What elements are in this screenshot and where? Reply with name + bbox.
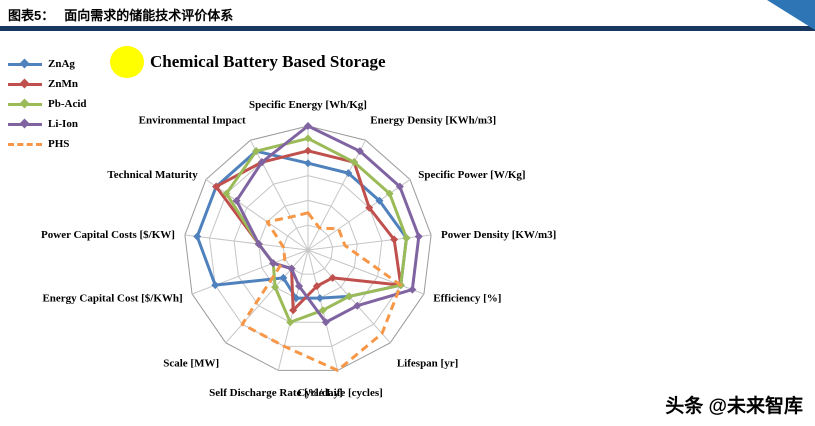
- series-marker: [414, 232, 423, 241]
- chart-title: Chemical Battery Based Storage: [150, 52, 386, 71]
- axis-label: Specific Power [W/Kg]: [418, 169, 525, 181]
- series-PHS: [240, 211, 403, 372]
- series-marker: [271, 283, 280, 292]
- legend-label-pbacid: Pb-Acid: [48, 98, 87, 110]
- header-rule: [0, 26, 815, 31]
- axis-label: Scale [MW]: [163, 357, 219, 369]
- axis-label: Self Discharge Rate [%/day]: [209, 387, 343, 399]
- series-marker: [193, 232, 202, 241]
- legend-marker-phs: [8, 139, 42, 150]
- axis-label: Cycle Life [cycles]: [297, 387, 383, 399]
- series-marker: [395, 182, 404, 191]
- series-marker: [257, 158, 266, 167]
- axis-label: Power Capital Costs [$/KW]: [41, 229, 175, 241]
- series-marker: [318, 306, 327, 315]
- axis-label: Energy Density [KWh/m3]: [370, 114, 496, 126]
- grid-spoke: [307, 139, 367, 251]
- series-marker: [375, 196, 384, 205]
- series-marker: [269, 259, 278, 268]
- grid-spoke: [184, 234, 309, 251]
- series-Pb-Acid: [224, 136, 408, 324]
- legend-label-znmn: ZnMn: [48, 78, 78, 90]
- legend-item-liion: Li-Ion: [8, 118, 87, 130]
- axis-label: Energy Capital Cost [$/KWh]: [42, 293, 182, 305]
- legend-label-liion: Li-Ion: [48, 118, 78, 130]
- series-marker: [321, 318, 330, 327]
- series-marker: [254, 240, 263, 249]
- series-marker: [408, 285, 417, 294]
- legend-item-znmn: ZnMn: [8, 78, 87, 90]
- series-marker: [312, 282, 321, 291]
- figure-number: 图表5：: [8, 8, 55, 23]
- series-marker: [350, 158, 359, 167]
- watermark: 头条 @未来智库: [665, 396, 803, 417]
- series-marker: [304, 146, 312, 155]
- series-marker: [385, 189, 394, 198]
- series-marker: [287, 264, 296, 273]
- legend-marker-liion: [8, 118, 42, 130]
- series-marker: [232, 196, 241, 205]
- series-marker: [328, 273, 337, 282]
- grid-spoke: [205, 179, 309, 251]
- series-marker: [304, 159, 312, 168]
- grid-ring: [282, 224, 334, 275]
- series-marker: [345, 292, 354, 301]
- series-marker: [286, 318, 295, 327]
- axis-label: Power Density [KW/m3]: [441, 229, 556, 241]
- series-marker: [304, 134, 312, 143]
- grid-spoke: [249, 139, 309, 251]
- series-marker: [390, 235, 399, 244]
- figure-title: 面向需求的储能技术评价体系: [64, 8, 234, 23]
- grid-spoke: [191, 249, 309, 295]
- axis-label: Technical Maturity: [107, 169, 198, 181]
- series-marker: [279, 273, 288, 282]
- grid-spoke: [307, 179, 411, 251]
- grid-spoke: [307, 234, 432, 251]
- series-ZnMn: [214, 149, 403, 312]
- series-marker: [289, 306, 298, 315]
- series-marker: [402, 234, 411, 243]
- grid-ring: [184, 125, 432, 371]
- series-marker: [353, 301, 362, 310]
- axis-label: Efficiency [%]: [433, 293, 501, 305]
- legend-label-znag: ZnAg: [48, 58, 75, 70]
- chart-legend: ZnAg ZnMn Pb-Acid Li-Ion PHS: [8, 58, 87, 158]
- grid-spoke: [307, 249, 425, 295]
- series-marker: [211, 281, 220, 290]
- series-marker: [222, 189, 231, 198]
- corner-decoration-icon: [767, 0, 815, 30]
- series-marker: [212, 182, 221, 191]
- highlight-circle: [110, 46, 144, 78]
- series-marker: [252, 147, 261, 156]
- series-marker: [304, 122, 312, 130]
- legend-item-znag: ZnAg: [8, 58, 87, 70]
- axis-label: Lifespan [yr]: [397, 357, 458, 369]
- series-marker: [355, 147, 364, 156]
- legend-marker-znag: [8, 58, 42, 70]
- series-Li-Ion: [235, 124, 421, 324]
- series-marker: [315, 294, 324, 303]
- legend-label-phs: PHS: [48, 138, 70, 150]
- series-marker: [295, 282, 304, 291]
- series-marker: [344, 169, 353, 178]
- axis-label: Environmental Impact: [139, 114, 246, 126]
- grid-spoke: [225, 249, 309, 344]
- legend-marker-znmn: [8, 78, 42, 90]
- figure-header: 图表5： 面向需求的储能技术评价体系: [8, 5, 233, 25]
- series-marker: [365, 203, 374, 212]
- legend-item-phs: PHS: [8, 138, 87, 150]
- axis-label: Specific Energy [Wh/Kg]: [249, 99, 367, 111]
- legend-marker-pbacid: [8, 98, 42, 110]
- legend-item-pbacid: Pb-Acid: [8, 98, 87, 110]
